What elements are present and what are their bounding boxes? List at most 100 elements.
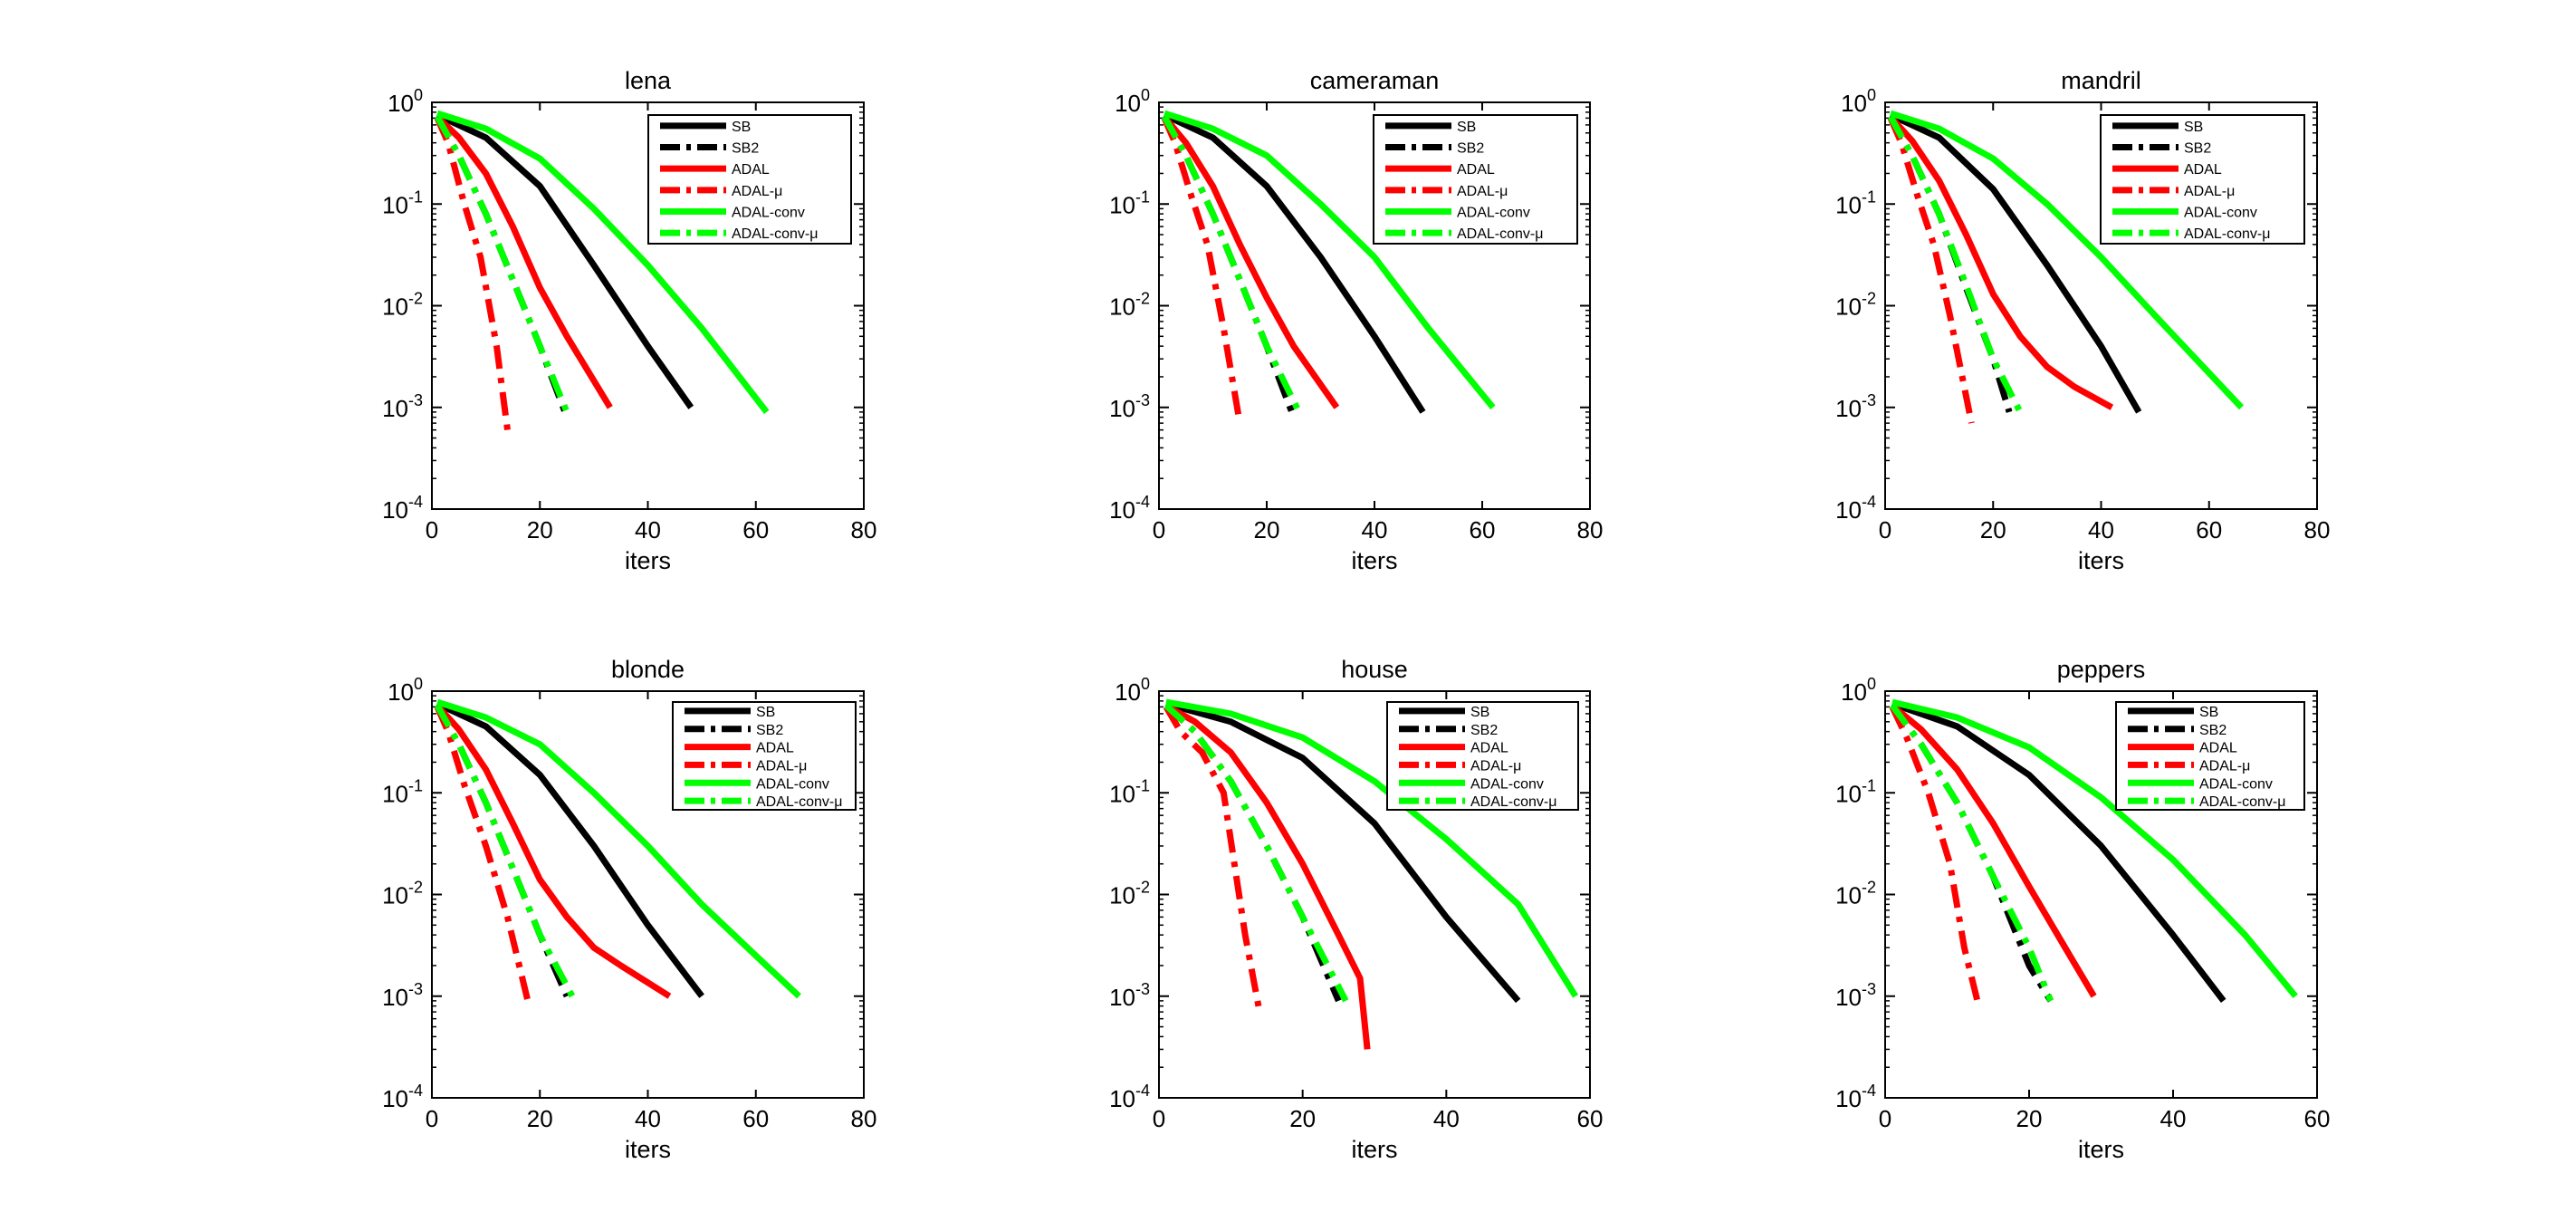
y-tick-label: 10-1 xyxy=(1835,188,1876,218)
y-tick-label: 10-4 xyxy=(1109,493,1150,524)
legend-label: ADAL xyxy=(756,741,794,756)
series-line-ADAL-conv-μ xyxy=(1161,115,1302,414)
legend-label: ADAL-conv xyxy=(1470,776,1544,792)
x-tick-label: 40 xyxy=(2160,1105,2187,1132)
panel-blonde: 0 20 40 60 80 100 10-1 10-2 10-3 10-4 blonde iters S… xyxy=(382,656,876,1163)
series-line-ADAL xyxy=(1162,114,1340,409)
y-tick-label: 100 xyxy=(1115,86,1150,117)
series-line-ADAL-μ xyxy=(1163,705,1263,1013)
legend-label: SB xyxy=(1470,705,1489,720)
x-axis-label: iters xyxy=(1351,547,1397,574)
y-tick-label: 10-1 xyxy=(382,188,423,218)
series-line-ADAL xyxy=(1888,114,2114,410)
y-tick-label: 10-2 xyxy=(1109,879,1150,909)
legend-label: SB xyxy=(732,120,751,135)
x-axis-label: iters xyxy=(625,547,671,574)
x-axis-label: iters xyxy=(1351,1136,1397,1163)
series-line-SB xyxy=(1164,700,1521,1004)
legend-box xyxy=(2100,114,2305,245)
x-tick-label: 20 xyxy=(1980,516,2006,543)
legend-label: SB xyxy=(1457,120,1476,135)
y-tick-label: 100 xyxy=(388,675,423,706)
legend-label: SB2 xyxy=(1457,141,1484,157)
legend: SB SB2 ADAL ADAL-μ ADAL-conv ADAL-conv-μ xyxy=(647,114,852,245)
legend-box xyxy=(647,114,852,245)
legend-label: SB2 xyxy=(2199,723,2226,738)
x-tick-label: 20 xyxy=(1289,1105,1316,1132)
y-tick-label: 10-1 xyxy=(1835,776,1876,807)
series-line-ADAL-conv xyxy=(1889,110,2245,410)
legend-label: ADAL xyxy=(2184,162,2222,178)
legend: SB SB2 ADAL ADAL-μ ADAL-conv ADAL-conv-μ xyxy=(1373,114,1578,245)
y-tick-label: 10-1 xyxy=(1109,776,1150,807)
panel-house: 0 20 40 6010010-110-210-310-4houseitersSBSB… xyxy=(1109,656,1603,1163)
x-tick-label: 60 xyxy=(742,516,769,543)
series-line-ADAL-conv xyxy=(1165,698,1579,998)
x-tick-label: 20 xyxy=(527,516,553,543)
legend-label: ADAL-conv-μ xyxy=(1470,794,1556,810)
x-tick-label: 0 xyxy=(426,1105,438,1132)
x-tick-label: 0 xyxy=(1879,1105,1891,1132)
series-line-ADAL-conv xyxy=(1891,698,2298,999)
legend-box xyxy=(1386,701,1579,811)
x-tick-label: 80 xyxy=(1577,516,1604,543)
chart-title: blonde xyxy=(611,656,685,683)
legend-label: SB2 xyxy=(756,723,783,738)
series-line-SB xyxy=(436,700,704,998)
legend-label: ADAL-conv-μ xyxy=(2184,226,2270,242)
legend-box xyxy=(2115,701,2305,811)
x-tick-label: 80 xyxy=(2304,516,2331,543)
legend-box xyxy=(1373,114,1578,245)
series-line-SB xyxy=(1163,111,1426,414)
y-tick-label: 100 xyxy=(388,86,423,117)
x-tick-label: 20 xyxy=(1254,516,1280,543)
legend-label: SB xyxy=(2199,705,2218,720)
series-line-ADAL-conv xyxy=(436,698,801,999)
legend-label: ADAL xyxy=(1457,162,1495,178)
y-tick-label: 10-4 xyxy=(1835,493,1876,524)
legend-label: ADAL-μ xyxy=(2184,184,2235,199)
y-tick-label: 10-1 xyxy=(1109,188,1150,218)
series-line-SB xyxy=(436,111,694,409)
x-tick-label: 40 xyxy=(1362,516,1388,543)
x-tick-label: 60 xyxy=(742,1105,769,1132)
y-tick-label: 10-3 xyxy=(1835,391,1876,422)
x-tick-label: 40 xyxy=(1433,1105,1460,1132)
legend: SB SB2 ADAL ADAL-μ ADAL-conv ADAL-conv-μ xyxy=(2100,114,2305,245)
series-line-ADAL-conv xyxy=(436,110,770,415)
y-tick-label: 10-2 xyxy=(1835,879,1876,909)
legend-label: ADAL-conv xyxy=(732,206,805,221)
y-tick-label: 10-4 xyxy=(1109,1082,1150,1112)
x-tick-label: 0 xyxy=(426,516,438,543)
x-tick-label: 40 xyxy=(2088,516,2114,543)
series-line-ADAL-conv-μ xyxy=(434,115,570,414)
y-tick-label: 10-2 xyxy=(382,290,423,321)
legend-label: ADAL-conv xyxy=(2199,776,2273,792)
series-line-ADAL-μ xyxy=(1889,705,1982,1007)
panel-cameraman: 0 20 40 60 80 100 10-1 10-2 10-3 10-4 cameraman ite… xyxy=(1109,67,1603,574)
chart-title: peppers xyxy=(2057,656,2146,683)
legend-label: ADAL-conv-μ xyxy=(1457,226,1543,242)
x-tick-label: 0 xyxy=(1153,516,1165,543)
y-tick-label: 10-3 xyxy=(1109,980,1150,1011)
x-tick-label: 20 xyxy=(527,1105,553,1132)
legend-box xyxy=(672,701,857,811)
y-tick-label: 10-4 xyxy=(382,493,423,524)
panel-peppers: 0 20 40 60 100 10-1 10-2 10-3 10-4 peppers iters SB… xyxy=(1835,656,2330,1163)
series-line-ADAL xyxy=(1890,703,2097,998)
legend-label: ADAL-μ xyxy=(1457,184,1508,199)
legend-label: ADAL-μ xyxy=(2199,758,2250,774)
legend-label: ADAL-conv xyxy=(2184,206,2257,221)
y-tick-label: 10-2 xyxy=(1109,290,1150,321)
legend-label: ADAL-conv-μ xyxy=(756,794,842,810)
legend: SB SB2 ADAL ADAL-μ ADAL-conv ADAL-conv-μ xyxy=(672,701,857,811)
x-tick-label: 80 xyxy=(851,1105,877,1132)
y-tick-label: 10-4 xyxy=(1835,1082,1876,1112)
legend-label: ADAL-conv-μ xyxy=(732,226,818,242)
series-line-ADAL xyxy=(435,703,672,999)
legend-label: ADAL xyxy=(732,162,770,178)
panel-lena: 0 20 40 60 8010010-110-210-310-4lenaitersSBS… xyxy=(382,67,876,574)
series-line-SB xyxy=(1889,111,2142,414)
series-line-ADAL-conv-μ xyxy=(1164,703,1349,1003)
